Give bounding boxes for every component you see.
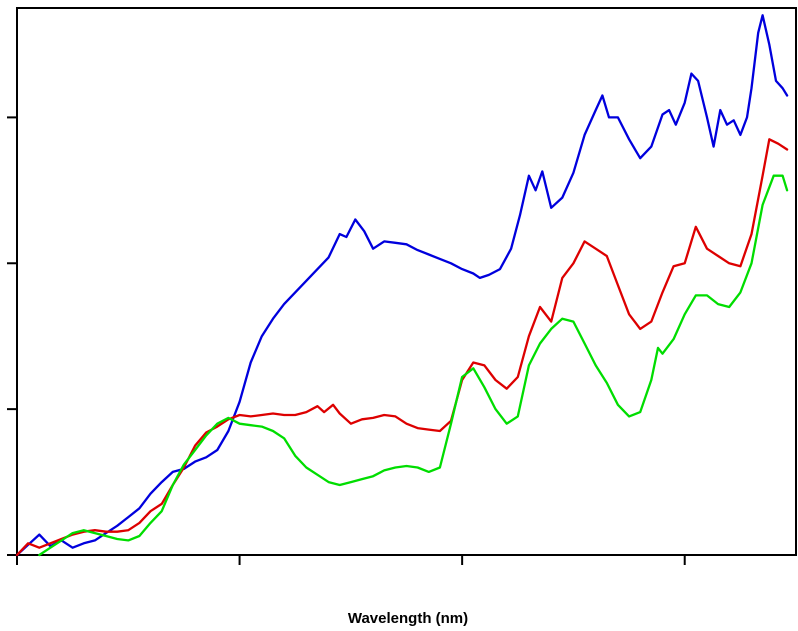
plot-frame <box>16 7 797 556</box>
series-line-1 <box>15 138 789 557</box>
x-axis-ticks <box>16 555 686 565</box>
x-axis-title: Wavelength (nm) <box>348 610 468 627</box>
series-line-0 <box>15 14 789 557</box>
series-group <box>15 14 789 557</box>
plot-area <box>7 7 797 565</box>
series-line-2 <box>38 174 789 557</box>
y-axis-ticks <box>7 116 17 556</box>
